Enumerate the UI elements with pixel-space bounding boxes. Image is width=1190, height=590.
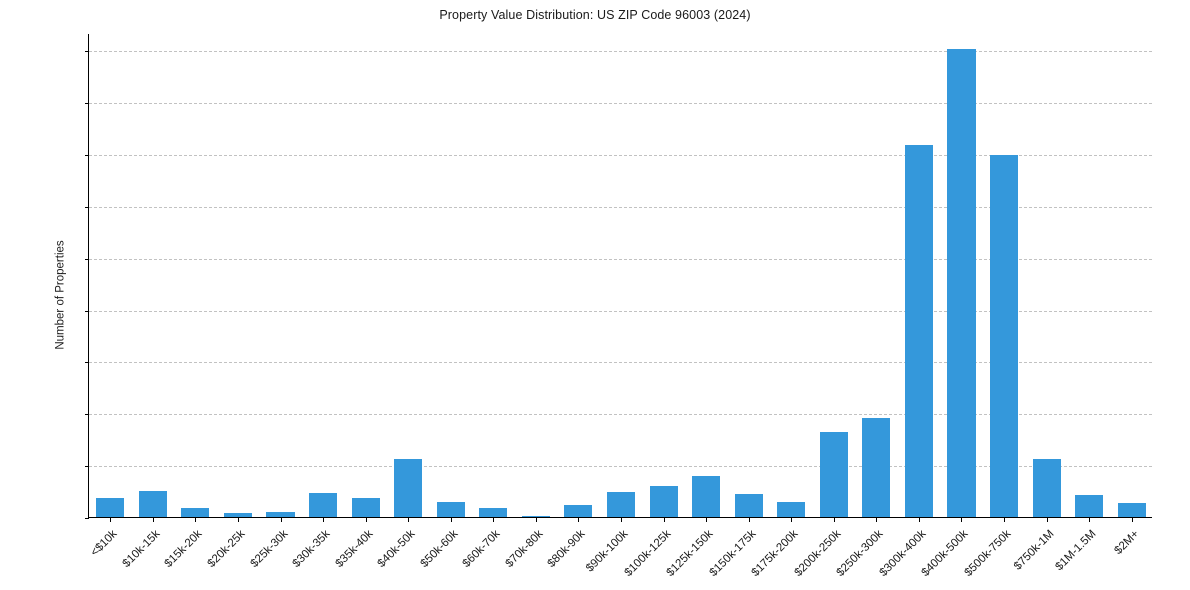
bar[interactable] [564, 504, 593, 517]
bar[interactable] [819, 432, 848, 517]
y-tick-mark [84, 310, 89, 312]
bar[interactable] [1117, 503, 1146, 517]
x-tick-mark [280, 517, 282, 522]
x-tick-mark [961, 517, 963, 522]
bar[interactable] [138, 491, 167, 517]
x-tick-mark [493, 517, 495, 522]
y-axis-label: Number of Properties [54, 240, 67, 350]
bar[interactable] [394, 459, 423, 517]
x-tick-mark [1046, 517, 1048, 522]
x-tick-mark [450, 517, 452, 522]
plot-area: 03006009001,2001,5001,8002,1002,4002,700 [84, 34, 1152, 522]
x-tick-mark [706, 517, 708, 522]
bar[interactable] [947, 48, 976, 517]
x-tick-mark [748, 517, 750, 522]
bar[interactable] [266, 511, 295, 517]
y-tick-mark [84, 362, 89, 364]
gridline [89, 51, 1152, 53]
x-axis-tick-labels: <$10k $10k-15k $15k-20k $20k-25k $25k-30k $30… [88, 526, 1152, 590]
bar[interactable] [734, 493, 763, 517]
x-tick-mark [833, 517, 835, 522]
bar[interactable] [989, 154, 1019, 517]
bar[interactable] [351, 498, 380, 517]
gridline [89, 466, 1152, 468]
bar[interactable] [223, 512, 252, 517]
x-tick-mark [152, 517, 154, 522]
bar[interactable] [436, 502, 465, 517]
bar-series [89, 34, 1152, 517]
bar[interactable] [649, 485, 678, 517]
y-tick-mark [84, 414, 89, 416]
x-tick-mark [578, 517, 580, 522]
bar[interactable] [1032, 459, 1061, 517]
x-tick-mark [110, 517, 112, 522]
y-tick-mark [84, 103, 89, 105]
x-tick-mark [195, 517, 197, 522]
gridline [89, 258, 1152, 260]
y-tick-mark [84, 51, 89, 53]
bar[interactable] [96, 498, 125, 517]
x-tick-mark [1004, 517, 1006, 522]
gridline [89, 155, 1152, 156]
bar[interactable] [777, 502, 806, 517]
y-tick-mark [84, 206, 89, 208]
y-tick-mark [84, 466, 89, 468]
y-tick-mark [84, 518, 89, 519]
gridline [89, 310, 1152, 312]
gridline [89, 362, 1152, 364]
gridline [89, 206, 1152, 208]
x-tick-mark [408, 517, 410, 522]
x-tick-mark [1131, 517, 1133, 522]
bar[interactable] [479, 508, 508, 517]
x-tick-mark [365, 517, 367, 522]
bar[interactable] [309, 492, 338, 517]
x-tick-mark [323, 517, 325, 522]
bar[interactable] [1075, 494, 1104, 517]
y-tick-mark [84, 258, 89, 260]
x-tick-mark [621, 517, 622, 522]
bar[interactable] [521, 516, 550, 517]
gridline [89, 414, 1152, 416]
bar[interactable] [181, 507, 210, 517]
bar[interactable] [904, 145, 933, 517]
x-tick-mark [237, 517, 239, 522]
x-tick-mark [876, 517, 878, 522]
x-tick-mark [1089, 517, 1091, 522]
bar[interactable] [606, 491, 636, 517]
x-tick-mark [791, 517, 793, 522]
x-tick-mark [918, 517, 920, 522]
x-tick-mark [663, 517, 665, 522]
y-tick-mark [84, 155, 89, 156]
bar[interactable] [862, 417, 891, 517]
gridline [89, 103, 1152, 105]
x-tick-mark [535, 517, 537, 522]
chart-title: Property Value Distribution: US ZIP Code… [439, 8, 751, 22]
bar[interactable] [692, 476, 721, 517]
